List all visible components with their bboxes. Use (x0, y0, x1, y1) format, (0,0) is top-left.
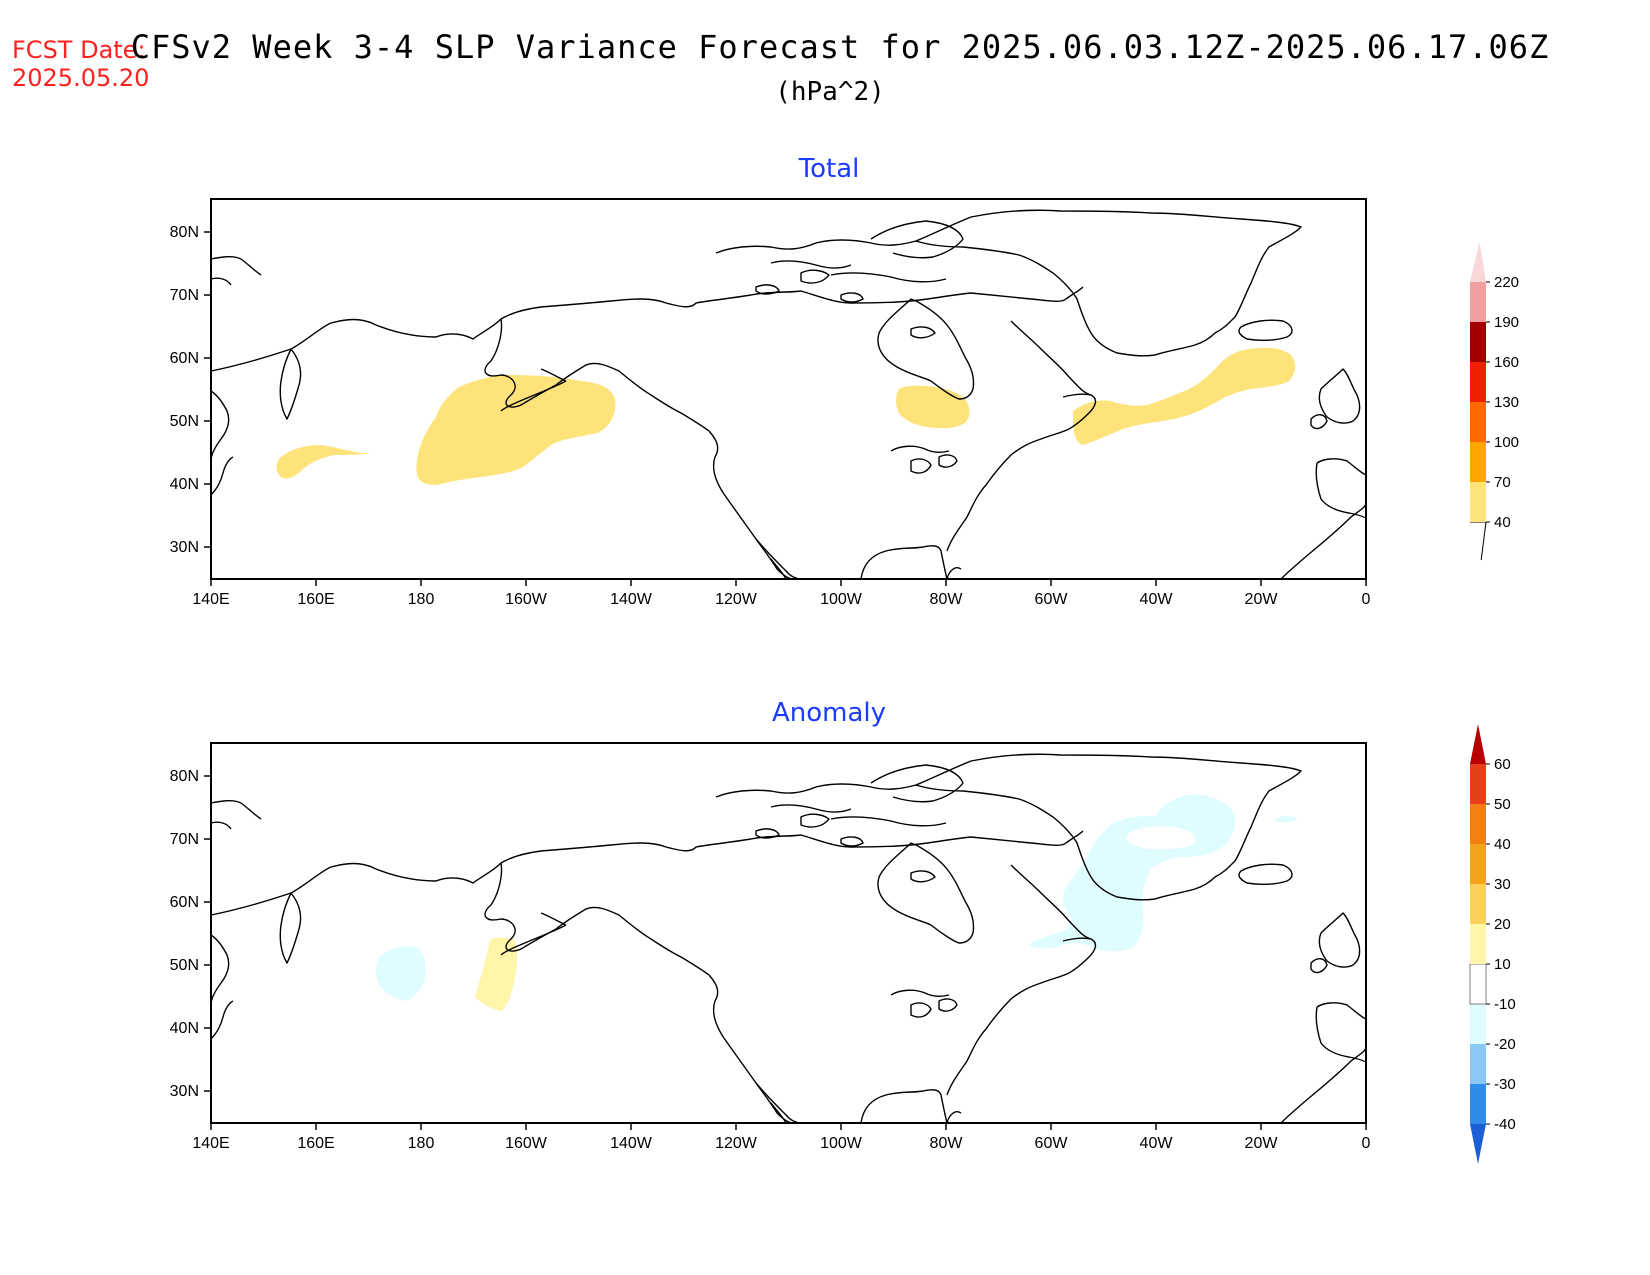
lon-tick-label: 120W (715, 591, 758, 608)
colorbar-anomaly-label: -10 (1494, 996, 1516, 1013)
colorbar-anomaly-segment (1470, 764, 1486, 804)
fcst-date-label: FCST Date: (12, 36, 146, 64)
colorbar-total-label: 160 (1494, 354, 1519, 371)
map-panel-anomaly: 140E 160E 180 160W 140W 120W 100W 80W 60W 40W 20W 0… (170, 742, 1371, 1152)
lon-tick-label: 180 (408, 1135, 435, 1152)
colorbar-anomaly-segment (1470, 1044, 1486, 1084)
lon-tick-label: 180 (408, 591, 435, 608)
colorbar-anomaly-segment (1469, 963, 1487, 1005)
lon-tick-label: 160W (505, 591, 548, 608)
lat-tick-label: 30N (170, 1083, 199, 1100)
lon-tick-label: 140W (610, 1135, 653, 1152)
lon-tick-label: 0 (1362, 1135, 1371, 1152)
units-label: (hPa^2) (775, 77, 885, 107)
colorbar-total: 40 70 100 130 160 190 220 (1470, 242, 1519, 561)
anom-shade-positive-pacific (475, 937, 518, 1011)
colorbar-anomaly-label: 50 (1494, 796, 1511, 813)
total-shade-west-pacific (276, 445, 371, 479)
lat-tick-label: 30N (170, 539, 199, 556)
total-shade-atlantic (1073, 347, 1296, 445)
axis-ticks-total: 140E 160E 180 160W 140W 120W 100W 80W 60W 40W 20W 0… (170, 224, 1371, 608)
lat-tick-label: 50N (170, 413, 199, 430)
lon-tick-label: 20W (1245, 1135, 1279, 1152)
colorbar-total-bottom-wedge (1470, 521, 1487, 561)
map-panel-total: 140E 160E 180 160W 140W 120W 100W 80W 60W 40W 20W 0… (170, 198, 1371, 608)
anom-shade-negative-east (1275, 816, 1297, 823)
colorbar-anomaly-bottom-triangle (1470, 1124, 1486, 1164)
lon-tick-label: 160W (505, 1135, 548, 1152)
colorbar-total-label: 100 (1494, 434, 1519, 451)
colorbar-anomaly-label: 30 (1494, 876, 1511, 893)
lat-tick-label: 60N (170, 350, 199, 367)
lon-tick-label: 20W (1245, 591, 1279, 608)
anom-shade-negative-greenland-hole (1125, 826, 1196, 849)
lat-tick-label: 40N (170, 1020, 199, 1037)
colorbar-anomaly-segment (1470, 924, 1486, 964)
total-shade-north-pacific (416, 375, 616, 485)
lon-tick-label: 40W (1140, 1135, 1174, 1152)
colorbar-anomaly-segment (1470, 844, 1486, 884)
figure-title: CFSv2 Week 3-4 SLP Variance Forecast for… (131, 28, 1550, 66)
lon-tick-label: 120W (715, 1135, 758, 1152)
colorbar-anomaly: -40 -30 -20 -10 10 20 30 40 50 60 (1469, 724, 1516, 1164)
colorbar-anomaly-segment (1470, 804, 1486, 844)
lat-tick-label: 80N (170, 768, 199, 785)
lon-tick-label: 0 (1362, 591, 1371, 608)
colorbar-anomaly-label: -30 (1494, 1076, 1516, 1093)
colorbar-anomaly-label: -40 (1494, 1116, 1516, 1133)
lon-tick-label: 140W (610, 591, 653, 608)
colorbar-total-segment (1470, 402, 1486, 442)
lat-tick-label: 70N (170, 287, 199, 304)
lat-tick-label: 40N (170, 476, 199, 493)
lon-tick-label: 60W (1035, 1135, 1069, 1152)
colorbar-anomaly-label: 60 (1494, 756, 1511, 773)
colorbar-anomaly-label: 40 (1494, 836, 1511, 853)
colorbar-anomaly-segment (1470, 1004, 1486, 1044)
lat-tick-label: 80N (170, 224, 199, 241)
colorbar-total-segment (1470, 322, 1486, 362)
colorbar-total-segment (1470, 442, 1486, 482)
colorbar-anomaly-label: 20 (1494, 916, 1511, 933)
lon-tick-label: 140E (192, 1135, 229, 1152)
lon-tick-label: 160E (297, 1135, 334, 1152)
lat-tick-label: 60N (170, 894, 199, 911)
lon-tick-label: 40W (1140, 591, 1174, 608)
lat-tick-label: 50N (170, 957, 199, 974)
lon-tick-label: 160E (297, 591, 334, 608)
panel-title-total: Total (798, 154, 860, 184)
colorbar-total-segment (1470, 482, 1486, 522)
colorbar-total-label: 40 (1494, 514, 1511, 531)
lon-tick-label: 140E (192, 591, 229, 608)
colorbar-total-segment (1470, 282, 1486, 322)
lon-tick-label: 100W (820, 591, 863, 608)
axis-ticks-anomaly: 140E 160E 180 160W 140W 120W 100W 80W 60W 40W 20W 0… (170, 768, 1371, 1152)
panel-title-anomaly: Anomaly (772, 698, 886, 728)
lon-tick-label: 80W (930, 1135, 964, 1152)
lat-tick-label: 70N (170, 831, 199, 848)
colorbar-total-label: 70 (1494, 474, 1511, 491)
lon-tick-label: 60W (1035, 591, 1069, 608)
colorbar-anomaly-segment (1470, 1084, 1486, 1124)
colorbar-total-label: 220 (1494, 274, 1519, 291)
anom-shade-negative-pacific (376, 946, 426, 1001)
colorbar-total-label: 130 (1494, 394, 1519, 411)
lon-tick-label: 100W (820, 1135, 863, 1152)
colorbar-anomaly-top-triangle (1470, 724, 1486, 764)
colorbar-anomaly-label: 10 (1494, 956, 1511, 973)
colorbar-total-segment (1470, 362, 1486, 402)
total-shade-hudson (896, 385, 970, 429)
lon-tick-label: 80W (930, 591, 964, 608)
colorbar-total-label: 190 (1494, 314, 1519, 331)
colorbar-total-top-triangle (1470, 242, 1486, 282)
fcst-date-value: 2025.05.20 (12, 64, 149, 92)
colorbar-anomaly-segment (1470, 884, 1486, 924)
colorbar-anomaly-label: -20 (1494, 1036, 1516, 1053)
